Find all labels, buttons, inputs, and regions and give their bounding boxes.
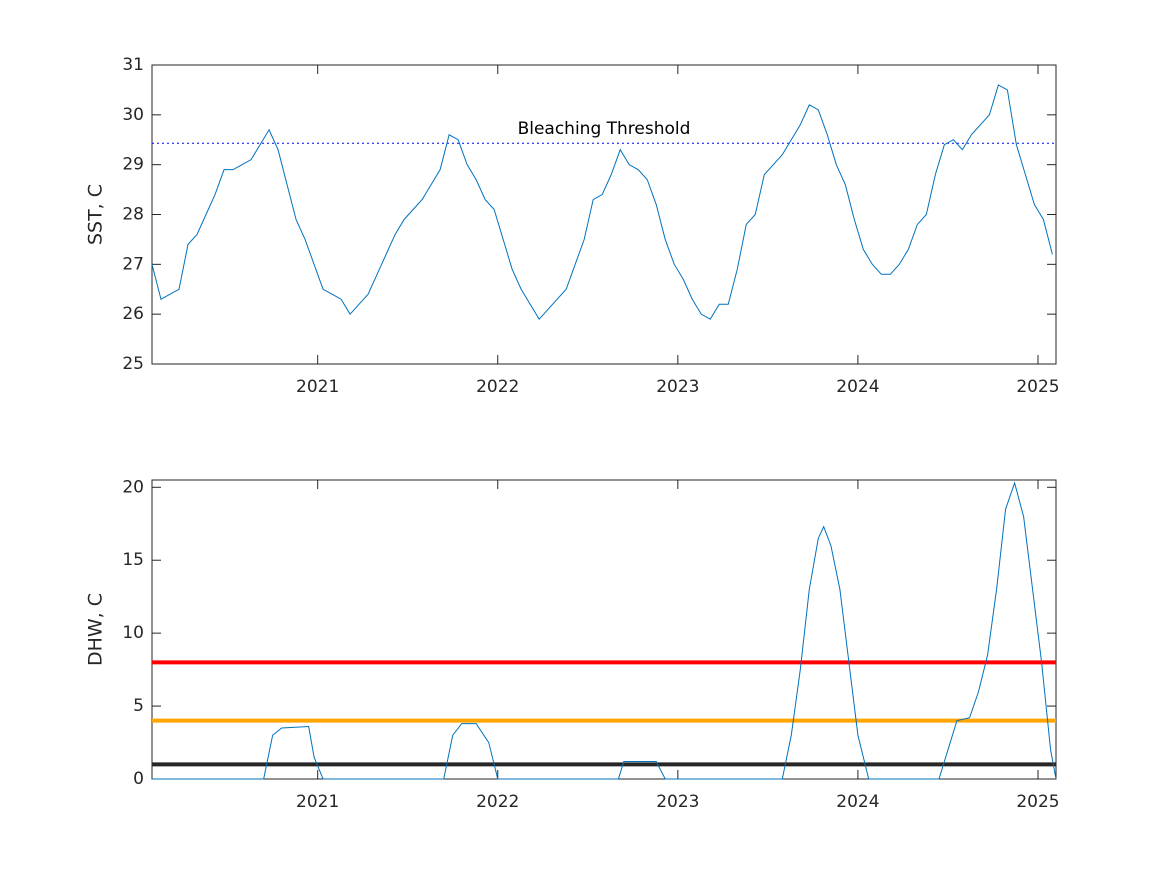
- y-tick-label: 28: [122, 205, 144, 225]
- y-tick-label: 0: [133, 769, 144, 789]
- y-tick-label: 29: [122, 155, 144, 175]
- x-tick-label: 2022: [476, 792, 519, 812]
- y-tick-label: 10: [122, 623, 144, 643]
- x-tick-label: 2024: [836, 377, 879, 397]
- x-tick-label: 2023: [656, 377, 699, 397]
- x-tick-label: 2022: [476, 377, 519, 397]
- x-tick-label: 2023: [656, 792, 699, 812]
- y-axis-label: SST, C: [85, 184, 107, 245]
- x-tick-label: 2024: [836, 792, 879, 812]
- threshold-label: Bleaching Threshold: [518, 119, 691, 139]
- axes-box: [151, 64, 1057, 365]
- x-tick-label: 2021: [296, 377, 339, 397]
- y-tick-label: 31: [122, 55, 144, 75]
- data-line: [152, 481, 1057, 780]
- data-line: [151, 84, 1053, 320]
- y-tick-label: 20: [122, 477, 144, 497]
- x-tick-label: 2021: [296, 792, 339, 812]
- x-tick-label: 2025: [1016, 377, 1059, 397]
- axes-box: [151, 479, 1057, 780]
- y-tick-label: 30: [122, 105, 144, 125]
- y-axis-label: DHW, C: [85, 593, 107, 666]
- y-tick-label: 26: [122, 304, 144, 324]
- x-tick-label: 2025: [1016, 792, 1059, 812]
- y-tick-label: 27: [122, 254, 144, 274]
- y-tick-label: 25: [122, 354, 144, 374]
- y-tick-label: 5: [133, 696, 144, 716]
- y-tick-label: 15: [122, 550, 144, 570]
